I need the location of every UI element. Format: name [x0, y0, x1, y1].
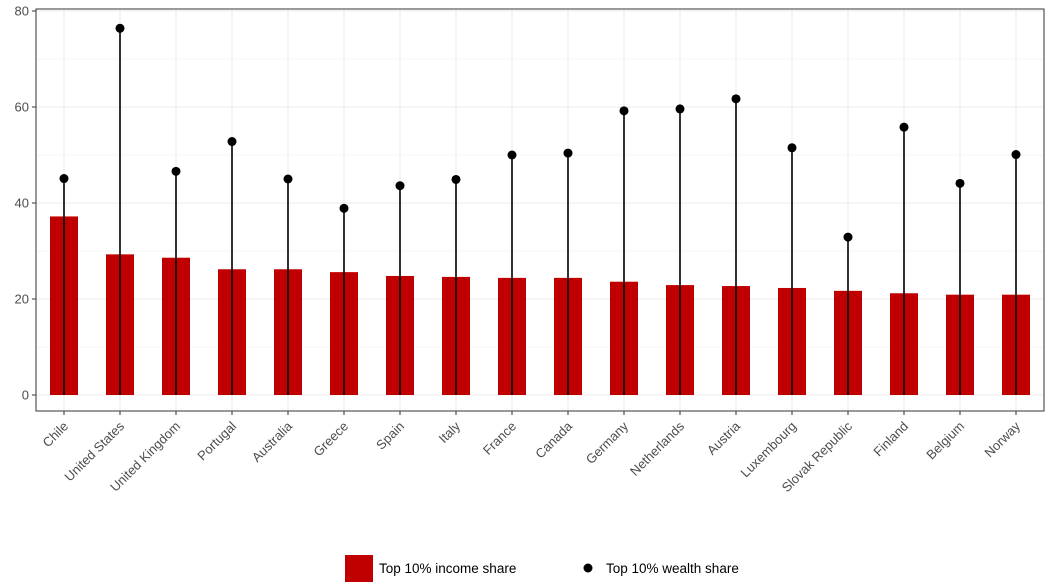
point-wealth-share [563, 148, 573, 158]
legend-label-income-share: Top 10% income share [379, 561, 516, 576]
point-wealth-share [395, 181, 405, 191]
point-wealth-share [843, 232, 853, 242]
point-wealth-share [1011, 150, 1021, 160]
income-bars [50, 216, 1030, 395]
point-wealth-share [171, 166, 181, 176]
point-wealth-share [115, 23, 125, 33]
x-tick-label: Portugal [194, 418, 239, 463]
point-wealth-share [619, 106, 629, 116]
x-tick-label: Australia [249, 418, 296, 465]
point-wealth-share [787, 143, 797, 153]
legend-key-wealth-share [583, 563, 593, 573]
x-tick-label: Chile [40, 419, 72, 451]
point-wealth-share [899, 122, 909, 132]
point-wealth-share [955, 178, 965, 188]
point-wealth-share [507, 150, 517, 160]
legend-label-wealth-share: Top 10% wealth share [606, 561, 739, 576]
x-tick-label: Canada [532, 418, 575, 461]
y-tick-label: 0 [22, 388, 29, 403]
x-tick-label: Belgium [923, 419, 967, 463]
x-tick-label: France [480, 419, 519, 458]
point-wealth-share [339, 203, 349, 213]
legend-key-income-share [345, 555, 373, 582]
x-tick-label: Finland [870, 419, 911, 460]
x-tick-label: Greece [310, 419, 351, 460]
x-tick-label: Netherlands [627, 418, 688, 479]
point-wealth-share [283, 174, 293, 184]
plot-panel-border [35, 8, 1045, 412]
x-tick-label: Italy [436, 418, 464, 446]
x-tick-label: Austria [704, 418, 744, 458]
y-tick-label: 60 [15, 100, 29, 115]
y-tick-label: 40 [15, 196, 29, 211]
x-tick-label: Germany [583, 418, 632, 467]
x-tick-label: Spain [373, 419, 407, 453]
y-tick-label: 20 [15, 292, 29, 307]
wealth-points [59, 23, 1021, 395]
point-wealth-share [227, 137, 237, 147]
point-wealth-share [731, 94, 741, 104]
x-tick-label: Norway [981, 418, 1023, 460]
legend: Top 10% income share Top 10% wealth shar… [345, 555, 739, 582]
point-wealth-share [59, 174, 69, 184]
point-wealth-share [451, 174, 461, 184]
point-wealth-share [675, 104, 685, 114]
y-tick-label: 80 [15, 4, 29, 19]
x-tick-label: Luxembourg [737, 419, 799, 481]
y-axis: 0 20 40 60 80 [15, 4, 36, 403]
